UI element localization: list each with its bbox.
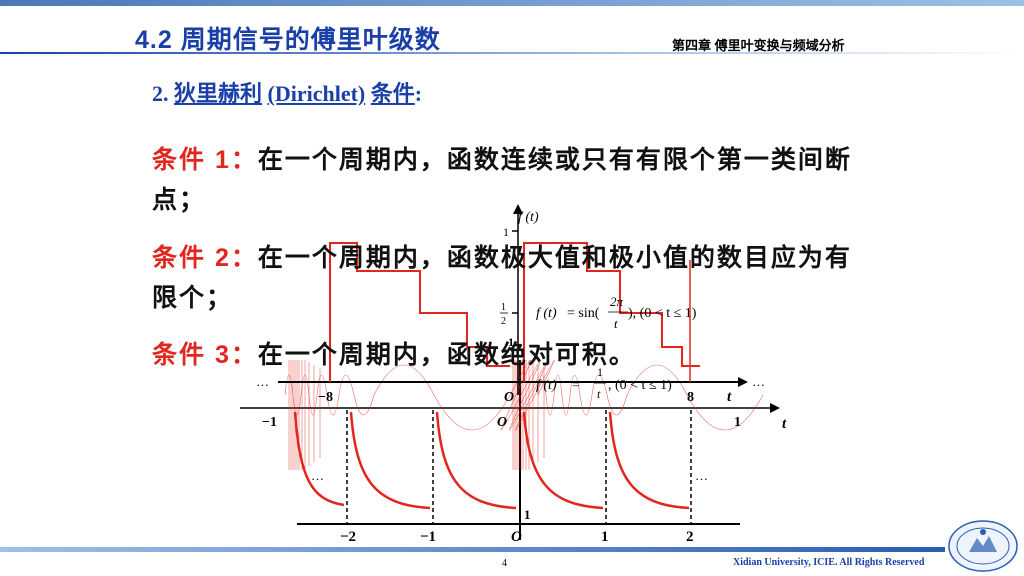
step-origin: O xyxy=(504,390,514,405)
page-title: 4.2 周期信号的傅里叶级数 xyxy=(135,26,441,54)
sin-curve xyxy=(284,359,764,431)
chapter-label: 第四章 傅里叶变换与频域分析 xyxy=(672,38,845,53)
header-divider xyxy=(0,52,1024,54)
recip-tick-neg2: −2 xyxy=(340,529,356,545)
sin-origin: O xyxy=(497,415,507,430)
condition-1: 条件 1：在一个周期内，函数连续或只有有限个第一类间断点； xyxy=(152,140,872,220)
sin-t-label: t xyxy=(782,416,787,432)
step-tick-8: 8 xyxy=(687,390,694,405)
recip-formula: f (t) = 1 t , (0 < t ≤ 1) xyxy=(536,365,672,401)
page-number: 4 xyxy=(502,558,507,569)
step-dots-right: … xyxy=(752,374,765,389)
step-half-den: 2 xyxy=(501,316,506,327)
recip-curve-4 xyxy=(608,411,690,510)
sin-tick-neg1: −1 xyxy=(262,415,277,430)
recip-dots-left: … xyxy=(311,468,324,483)
sin-formula-tail: ), (0 < t ≤ 1) xyxy=(628,306,697,321)
recip-dots-right: … xyxy=(695,468,708,483)
recip-tick-2: 2 xyxy=(686,529,694,545)
step-one-label: 1 xyxy=(503,225,509,239)
recip-formula-num: 1 xyxy=(597,365,603,379)
subtitle-colon: : xyxy=(414,81,423,106)
sin-oscillation-dense-center xyxy=(512,360,545,470)
condition-3-label: 条件 3： xyxy=(152,341,258,369)
condition-2: 条件 2：在一个周期内，函数极大值和极小值的数目应为有限个； xyxy=(152,238,872,318)
sin-figure: −1 1 O t xyxy=(240,359,787,470)
sin-formula-eq: = sin( xyxy=(567,306,600,321)
recip-curve-2 xyxy=(435,411,517,510)
step-y-arrow xyxy=(513,204,523,214)
step-tick-neg8: −8 xyxy=(318,390,333,405)
condition-2-label: 条件 2： xyxy=(152,244,258,272)
step-t-arrow xyxy=(738,377,748,387)
recip-tick-1: 1 xyxy=(601,529,609,545)
recip-formula-eq: = xyxy=(572,378,580,393)
condition-1-label: 条件 1： xyxy=(152,146,258,174)
subtitle-name-en[interactable]: (Dirichlet) xyxy=(267,81,366,106)
recip-formula-den: t xyxy=(597,387,601,401)
top-accent-bar xyxy=(0,0,1024,6)
condition-3: 条件 3：在一个周期内，函数绝对可积。 xyxy=(152,335,872,375)
sin-formula-num: 2π xyxy=(610,294,624,309)
sin-formula: f (t) = sin( 2π t ), (0 < t ≤ 1) xyxy=(536,294,697,331)
sin-oscillation-dense-left xyxy=(288,360,321,470)
step-curve-left xyxy=(329,242,510,382)
step-t-label: t xyxy=(727,389,732,405)
condition-2-text: 在一个周期内，函数极大值和极小值的数目应为有限个； xyxy=(152,244,852,312)
condition-3-text: 在一个周期内，函数绝对可积。 xyxy=(257,341,636,369)
subtitle-number: 2. xyxy=(152,81,169,106)
footer-copyright: Xidian University, ICIE. All Rights Rese… xyxy=(733,557,925,568)
recip-tick-neg1: −1 xyxy=(420,529,436,545)
sin-amp-label: 1 xyxy=(508,335,514,349)
subtitle-suffix[interactable]: 条件 xyxy=(370,81,415,106)
recip-curve-3 xyxy=(522,411,604,510)
recip-curve-0 xyxy=(293,411,345,507)
sin-t-arrow xyxy=(770,403,780,413)
recip-curve-1 xyxy=(349,411,431,510)
subtitle-name-cn[interactable]: 狄里赫利 xyxy=(174,81,263,106)
step-curve-right xyxy=(523,242,700,382)
recip-y-label: 1 xyxy=(524,507,531,522)
sin-formula-f: f (t) xyxy=(536,306,557,321)
section-subtitle: 2. 狄里赫利 (Dirichlet) 条件: xyxy=(152,76,422,108)
recip-formula-f: f (t) xyxy=(536,378,557,393)
step-dots-left: … xyxy=(256,374,269,389)
sin-formula-den: t xyxy=(614,316,618,331)
footer-bar xyxy=(0,547,945,552)
slide-header: 4.2 周期信号的傅里叶级数 第四章 傅里叶变换与频域分析 xyxy=(0,6,1024,54)
condition-1-text: 在一个周期内，函数连续或只有有限个第一类间断点； xyxy=(152,146,852,214)
sin-tick-1: 1 xyxy=(734,415,741,430)
university-seal-icon xyxy=(948,520,1018,572)
step-half-num: 1 xyxy=(501,302,506,313)
step-figure: f (t) 1 1 2 f (t) = sin( 2π t ), (0 < t … xyxy=(256,204,765,405)
recip-formula-tail: , (0 < t ≤ 1) xyxy=(608,378,672,393)
recip-origin: O xyxy=(511,529,522,545)
step-ft-label: f (t) xyxy=(518,210,539,225)
recip-figure: −2 −1 1 2 O 1 … … xyxy=(293,360,740,545)
